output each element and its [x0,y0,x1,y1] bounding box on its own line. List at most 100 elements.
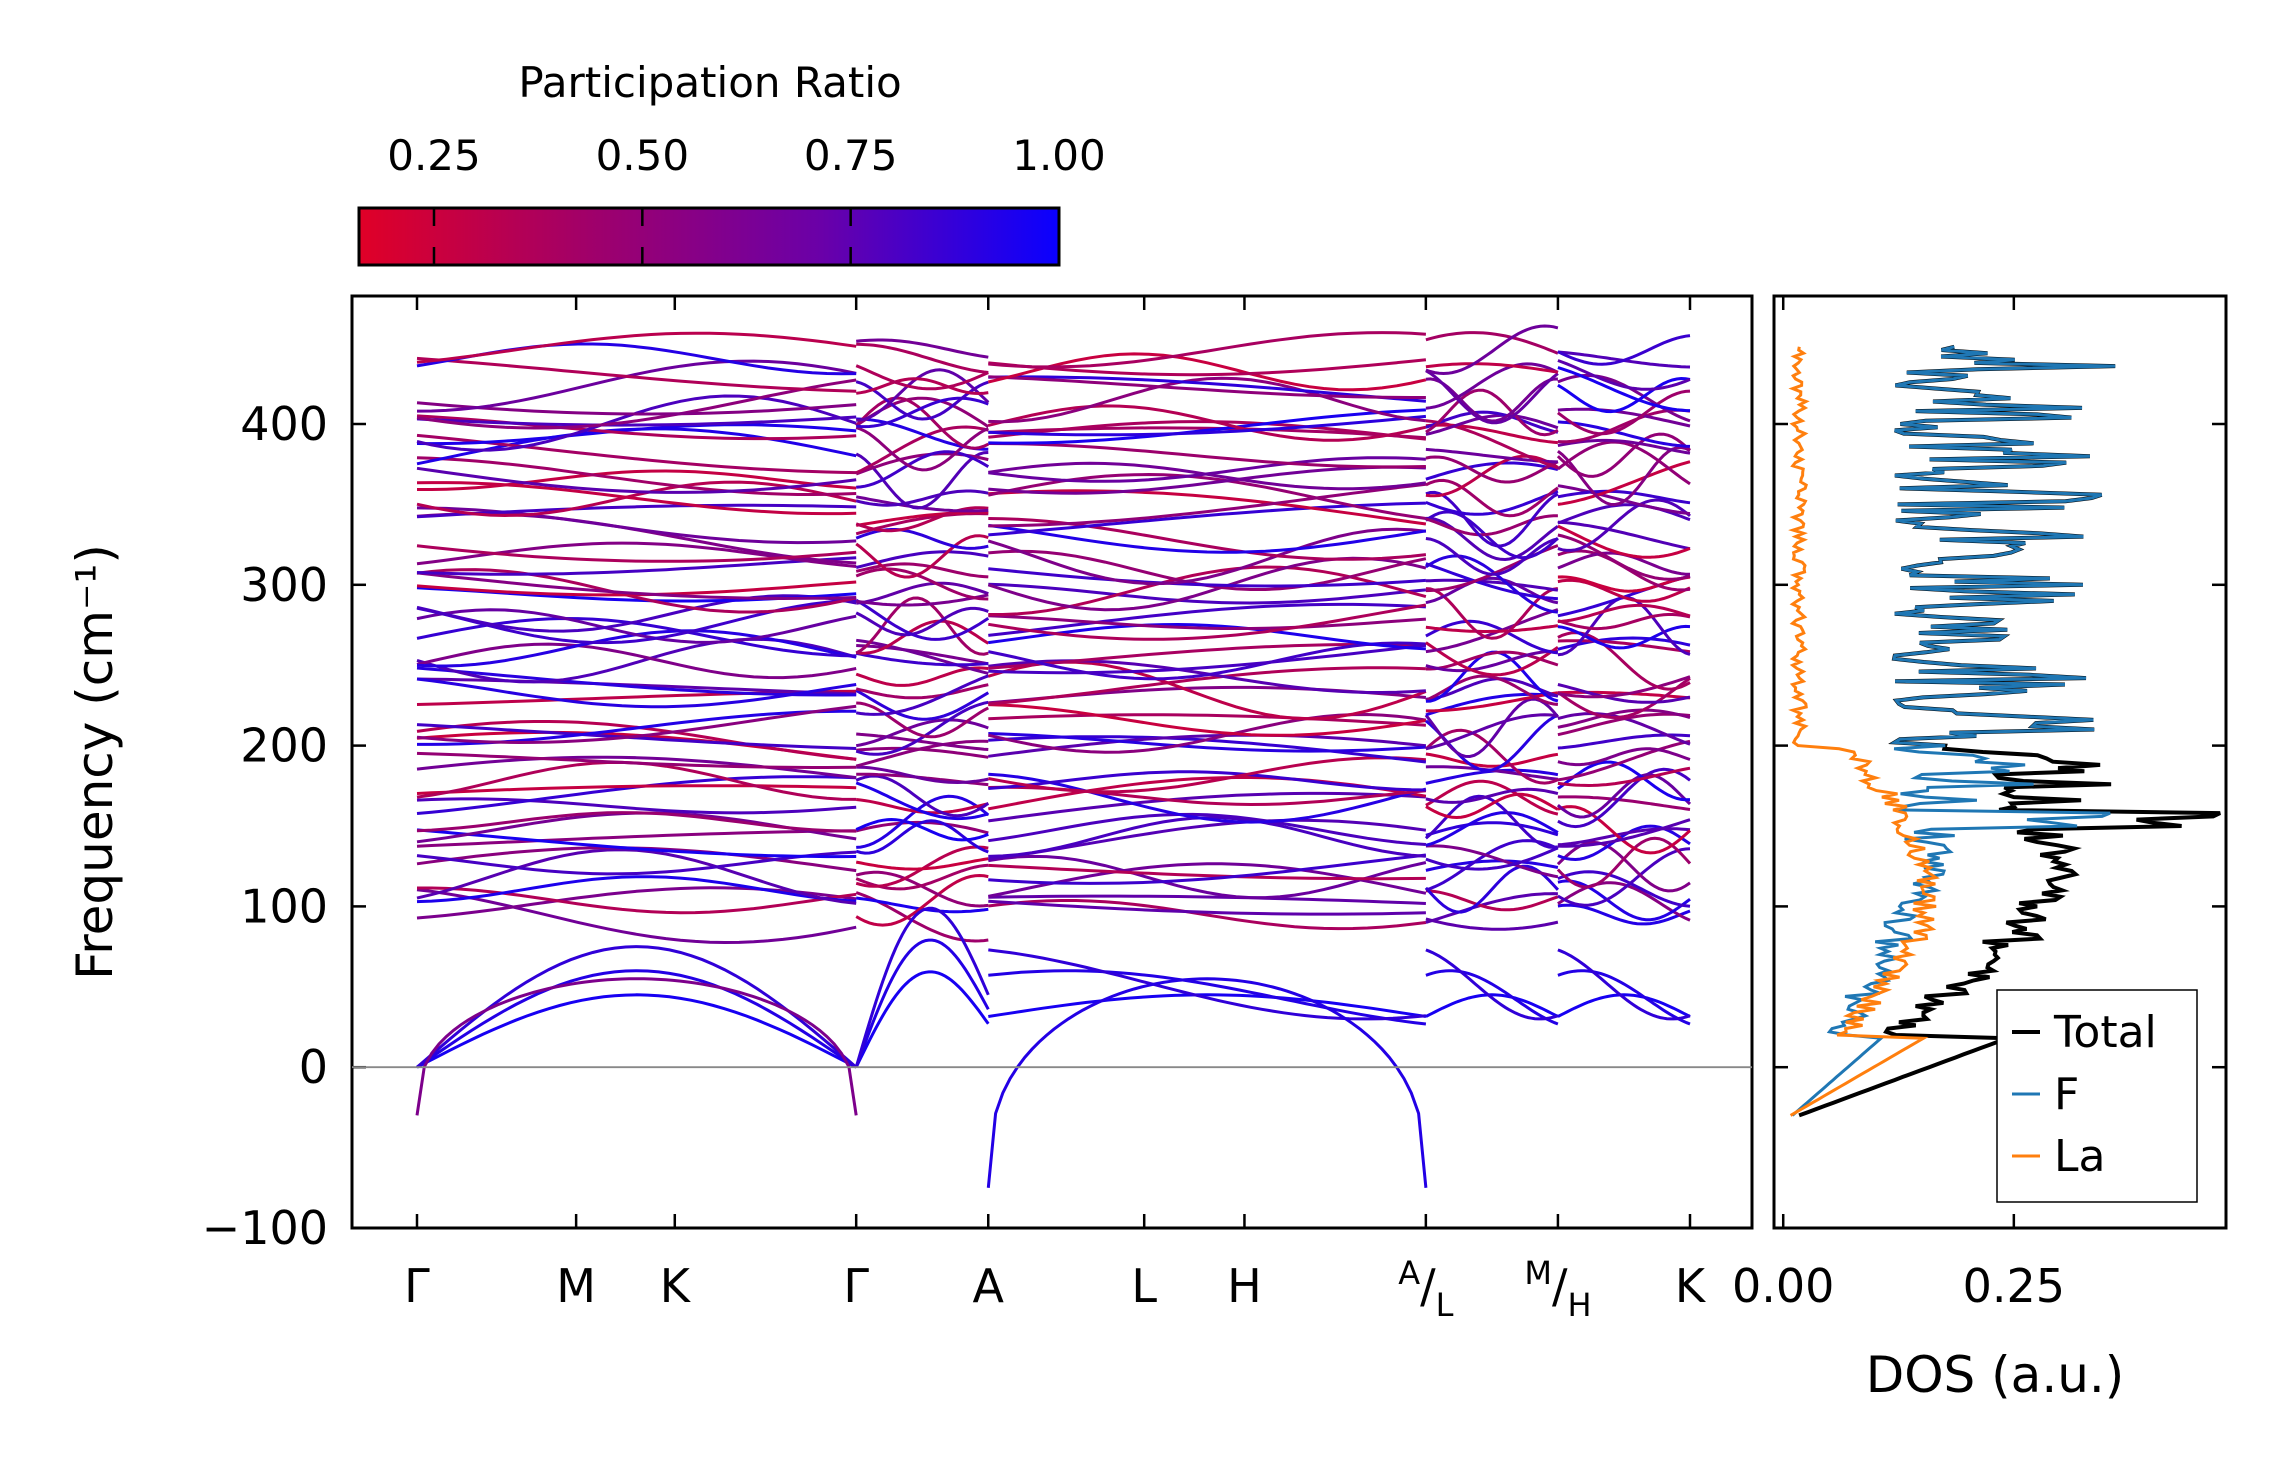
acoustic-band [416,969,858,1069]
phonon-band [855,593,989,607]
acoustic-band [1557,993,1691,1018]
phonon-band [1424,728,1559,785]
phonon-band [988,420,1427,441]
phonon-band [1425,844,1559,879]
x-tick-label: Γ [843,1259,869,1313]
dos-lines [1788,344,2221,1118]
phonon-band [416,571,857,601]
phonon-band [1557,677,1691,720]
phonon-band [856,342,989,374]
colorbar-ticks: 0.25 0.50 0.75 1.00 [387,131,1106,265]
phonon-band [1557,766,1691,788]
phonon-band [1556,773,1692,819]
legend-label: La [2054,1131,2105,1182]
phonon-band [988,853,1427,885]
phonon-band [1557,420,1691,448]
phonon-band [988,733,1427,758]
phonon-band [1557,603,1691,623]
colorbar-tick-label: 0.25 [387,131,481,180]
phonon-band [416,751,857,769]
phonon-band [987,527,1427,586]
phonon-band [1557,366,1691,413]
phonon-band [1556,440,1691,486]
phonon-band [1557,524,1691,559]
phonon-band [855,873,989,927]
phonon-band [988,772,1427,824]
phonon-band [1425,624,1559,633]
phonon-band [855,651,989,667]
phonon-band [856,581,989,605]
phonon-band [988,567,1427,588]
y-tick-label: 100 [240,879,328,933]
phonon-band [856,396,989,429]
phonon-band [1557,739,1691,782]
band-axes-frame [350,294,1754,1230]
dos-panel: 0.00 0.25 DOS (a.u.) Total F La [1732,294,2228,1404]
band-structure-panel: −100 0 100 200 300 400 Γ M K Γ A L H A/L M/H K Frequen… [66,294,1754,1324]
acoustic-band [988,948,1427,1021]
acoustic-band [854,970,990,1068]
phonon-band [1425,892,1558,924]
legend-label: Total [2053,1007,2157,1058]
x-tick-label: A [973,1259,1005,1313]
acoustic-band [854,938,990,1068]
phonon-band [1425,324,1559,376]
soft-mode-band [415,977,858,1116]
phonon-band [1557,578,1691,603]
phonon-band [416,481,857,516]
y-tick-label: 200 [240,719,328,773]
phonon-band [1557,613,1691,631]
phonon-band [988,331,1426,369]
phonon-band [855,683,989,700]
phonon-band [988,358,1427,377]
phonon-band [1557,818,1691,848]
phonon-band [988,863,1426,881]
x-tick-label: M/H [1524,1254,1591,1324]
phonon-band [416,797,857,815]
phonon-band [1425,578,1559,592]
y-tick-label: 400 [240,397,328,451]
phonon-band [988,666,1426,706]
phonon-band [1425,608,1559,654]
phonon-band [1557,575,1691,593]
phonon-band [416,886,857,920]
phonon-band [988,685,1427,705]
phonon-band [1557,407,1691,428]
colorbar-label: Participation Ratio [518,58,901,107]
phonon-band [1557,376,1691,414]
phonon-band [1557,879,1691,922]
phonon-band [1557,870,1691,908]
phonon-band [988,854,1427,900]
phonon-band [988,812,1427,846]
phonon-band [1425,779,1559,816]
x-tick-label: Γ [404,1259,430,1313]
phonon-band [1557,708,1691,729]
y-tick-label: −100 [202,1201,328,1255]
phonon-band [855,364,989,391]
y-tick-label: 0 [299,1040,328,1094]
phonon-band [1425,674,1559,706]
phonon-band [855,426,989,472]
phonon-band [988,482,1427,528]
phonon-band [855,567,989,601]
phonon-band [1557,805,1692,855]
phonon-band [1425,362,1559,410]
phonon-band [1557,334,1691,366]
phonon-band [416,556,857,576]
phonon-band [1425,821,1559,837]
phonon-band [988,703,1427,737]
x-tick-label: M [556,1259,596,1313]
phonon-band [417,886,857,915]
phonon-band [416,829,857,848]
phonon-band [988,375,1426,399]
phonon-band [855,451,989,510]
phonon-band [416,666,857,697]
phonon-band [416,378,857,430]
phonon-band [987,352,1427,392]
dos-la-line [1788,346,1940,1117]
colorbar-tick-label: 1.00 [1012,131,1106,180]
dos-axes-frame [1772,294,2228,1230]
phonon-band [1425,455,1559,484]
phonon-band [855,425,989,475]
